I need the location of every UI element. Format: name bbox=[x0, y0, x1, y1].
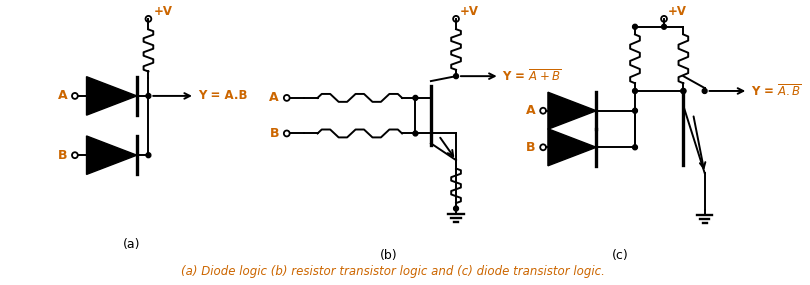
Circle shape bbox=[681, 89, 686, 93]
Circle shape bbox=[454, 206, 458, 211]
Circle shape bbox=[633, 145, 637, 150]
Text: +V: +V bbox=[460, 5, 479, 18]
Text: A: A bbox=[58, 89, 67, 102]
Circle shape bbox=[146, 93, 151, 98]
Text: (b): (b) bbox=[380, 249, 397, 262]
Polygon shape bbox=[548, 92, 596, 129]
Circle shape bbox=[702, 89, 707, 93]
Circle shape bbox=[633, 89, 637, 93]
Text: +V: +V bbox=[668, 5, 687, 18]
Text: (c): (c) bbox=[612, 249, 629, 262]
Text: B: B bbox=[58, 149, 67, 162]
Text: A: A bbox=[270, 91, 279, 104]
Text: Y = A.B: Y = A.B bbox=[198, 89, 247, 102]
Text: B: B bbox=[526, 141, 535, 154]
Polygon shape bbox=[87, 77, 137, 115]
Circle shape bbox=[633, 24, 637, 29]
Circle shape bbox=[413, 131, 418, 136]
Circle shape bbox=[662, 24, 667, 29]
Text: Y = $\overline{A+B}$: Y = $\overline{A+B}$ bbox=[502, 68, 561, 84]
Text: (a) Diode logic (b) resistor transistor logic and (c) diode transistor logic.: (a) Diode logic (b) resistor transistor … bbox=[181, 265, 605, 278]
Circle shape bbox=[633, 108, 637, 113]
Circle shape bbox=[146, 153, 151, 158]
Text: A: A bbox=[526, 104, 535, 117]
Polygon shape bbox=[87, 136, 137, 174]
Text: +V: +V bbox=[153, 5, 173, 18]
Polygon shape bbox=[548, 129, 596, 166]
Text: Y = $\overline{A.B}$: Y = $\overline{A.B}$ bbox=[751, 83, 802, 99]
Circle shape bbox=[454, 74, 458, 79]
Circle shape bbox=[681, 89, 686, 93]
Circle shape bbox=[413, 95, 418, 100]
Text: (a): (a) bbox=[123, 238, 141, 251]
Text: B: B bbox=[270, 127, 279, 140]
